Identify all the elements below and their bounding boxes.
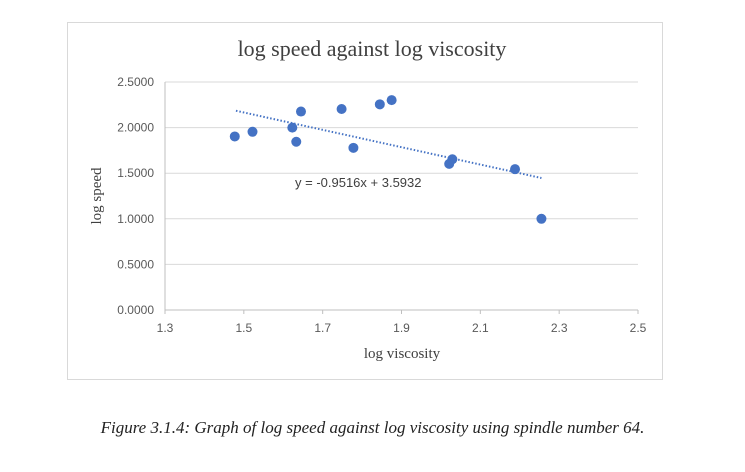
x-tick-label: 1.3 [157, 321, 174, 335]
y-tick-label: 0.5000 [117, 257, 154, 271]
figure-caption: Figure 3.1.4: Graph of log speed against… [100, 418, 645, 437]
y-tick-label: 2.5000 [117, 75, 154, 89]
axes [164, 82, 639, 314]
y-tick-label: 1.0000 [117, 212, 154, 226]
trendline-path [235, 109, 542, 179]
data-point [336, 103, 347, 114]
x-tick-label: 1.5 [235, 321, 252, 335]
scatter-chart: log speed against log viscosity 0.00000.… [89, 36, 647, 362]
x-tick-label: 2.3 [551, 321, 568, 335]
chart-title: log speed against log viscosity [238, 36, 507, 61]
x-tick-label: 1.7 [314, 321, 331, 335]
data-point [447, 154, 458, 165]
data-point [287, 122, 298, 133]
y-axis-label: log speed [89, 167, 105, 225]
data-point [348, 142, 359, 153]
data-point [386, 95, 397, 106]
data-point [510, 164, 521, 175]
data-point [291, 136, 302, 147]
x-tick-label: 2.1 [472, 321, 489, 335]
data-point [229, 131, 240, 142]
x-tick-label: 1.9 [393, 321, 410, 335]
y-tick-label: 0.0000 [117, 303, 154, 317]
y-tick-label: 2.0000 [117, 121, 154, 135]
data-point [295, 106, 306, 117]
y-tick-labels: 0.0000 0.5000 1.0000 1.5000 2.0000 2.5000 [117, 75, 154, 317]
x-tick-labels: 1.3 1.5 1.7 1.9 2.1 2.3 2.5 [157, 321, 647, 335]
gridlines [165, 81, 638, 265]
x-axis-label: log viscosity [364, 346, 441, 362]
trendline [235, 109, 542, 179]
trendline-equation: y = -0.9516x + 3.5932 [295, 175, 421, 190]
x-tick-label: 2.5 [630, 321, 647, 335]
y-tick-label: 1.5000 [117, 166, 154, 180]
data-point [536, 213, 547, 224]
data-point [247, 126, 258, 137]
data-point [374, 99, 385, 110]
data-points [229, 95, 547, 224]
